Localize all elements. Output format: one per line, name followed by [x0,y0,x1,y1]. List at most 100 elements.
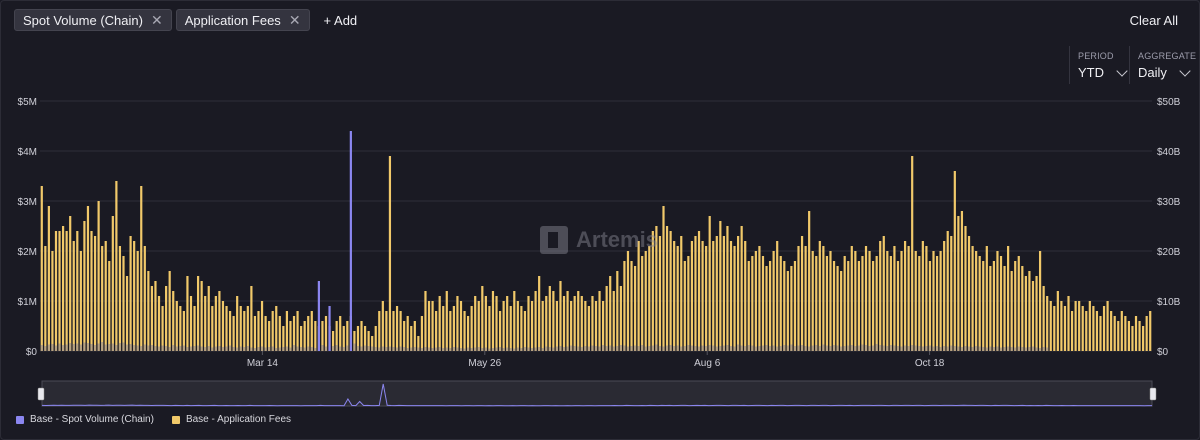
fee-bar [978,256,981,351]
volume-bar [665,345,669,351]
fee-bar [843,256,846,351]
volume-bar [623,345,626,351]
volume-bar [914,345,917,351]
fee-bar [161,306,164,351]
volume-bar [250,347,253,351]
aggregate-select[interactable]: AGGREGATE Daily [1129,46,1197,84]
fee-bar [154,281,157,351]
fee-bar [83,221,86,351]
fee-bar [1014,261,1017,351]
fee-bar [903,241,907,351]
fee-bar [928,261,932,351]
fee-bar [836,266,839,351]
fee-bar [221,301,225,351]
volume-bar [324,346,328,351]
chip-application-fees[interactable]: Application Fees ✕ [175,9,310,31]
volume-bar [321,345,324,351]
fee-bar [168,271,171,351]
volume-bar [101,342,104,351]
volume-bar [786,345,789,351]
volume-bar [850,345,853,351]
volume-bar [658,346,662,351]
fee-bar [435,311,438,351]
range-navigator[interactable] [0,378,1200,408]
fee-bar [602,301,605,351]
volume-bar [602,345,605,351]
fee-bar [967,236,971,351]
volume-bar [903,345,907,351]
volume-bar [186,347,189,351]
clear-all-button[interactable]: Clear All [1129,13,1178,28]
fee-bar [367,331,370,351]
volume-bar [562,347,566,351]
volume-bar [179,346,182,351]
legend-item-application-fees[interactable]: Base - Application Fees [171,414,291,425]
fee-bar [577,291,580,351]
fee-bar [442,306,445,351]
navigator-handle-left[interactable] [37,387,45,401]
fee-bar [580,296,583,351]
volume-bar [260,346,264,351]
fee-bar [250,286,253,351]
fee-bar [332,331,335,351]
volume-bar [133,345,136,351]
right-axis-tick-label: $40B [1157,147,1181,158]
fee-bar [513,291,516,351]
volume-bar [211,347,214,351]
fee-bar [1035,276,1038,351]
volume-bar [701,345,704,351]
volume-bar [104,344,107,351]
fee-bar [637,241,640,351]
legend-label: Base - Spot Volume (Chain) [30,414,154,425]
volume-bar [680,346,683,351]
volume-bar [552,347,555,351]
chip-spot-volume[interactable]: Spot Volume (Chain) ✕ [14,9,172,31]
fee-bar [1024,276,1027,351]
fee-bar [829,251,832,351]
period-select[interactable]: PERIOD YTD [1069,46,1129,84]
navigator-handle-right[interactable] [1149,387,1157,401]
fee-bar [900,251,903,351]
volume-bar [918,346,921,351]
volume-bar [196,345,200,351]
volume-bar [641,345,644,351]
fee-bar [552,291,555,351]
fee-bar [1113,316,1116,351]
artemis-logo-icon [540,226,568,254]
add-metric-button[interactable]: + Add [323,12,358,28]
fee-bar [776,241,779,351]
fee-bar [303,321,306,351]
navigator-window[interactable] [41,380,1153,407]
fee-bar [1085,311,1088,351]
volume-bar [463,348,466,351]
period-value: YTD [1078,65,1104,80]
fee-bar [850,246,853,351]
fee-bar [1095,311,1099,351]
volume-bar [292,345,296,351]
volume-bar [69,343,72,351]
volume-bar [836,345,839,351]
fee-bar [243,311,246,351]
close-icon[interactable]: ✕ [150,12,163,28]
watermark-text: Artemis [576,227,658,252]
left-axis-tick-label: $5M [18,97,37,108]
volume-bar [438,347,441,351]
legend-item-spot-volume[interactable]: Base - Spot Volume (Chain) [16,414,154,425]
close-icon[interactable]: ✕ [288,12,301,28]
volume-bar [690,345,694,351]
fee-bar [879,241,882,351]
volume-bar [296,346,299,351]
fee-bar [1067,296,1070,351]
volume-bar [253,348,257,351]
volume-bar [715,346,718,351]
fee-bar [705,246,708,351]
fee-bar [815,256,818,351]
fee-bar [122,256,125,351]
volume-bar [282,347,285,351]
volume-bar [406,348,409,351]
volume-bar [303,347,306,351]
fee-bar [104,241,107,351]
left-axis-tick-label: $2M [18,247,37,258]
aggregate-label: AGGREGATE [1138,51,1197,61]
right-axis-tick-label: $10B [1157,297,1181,308]
